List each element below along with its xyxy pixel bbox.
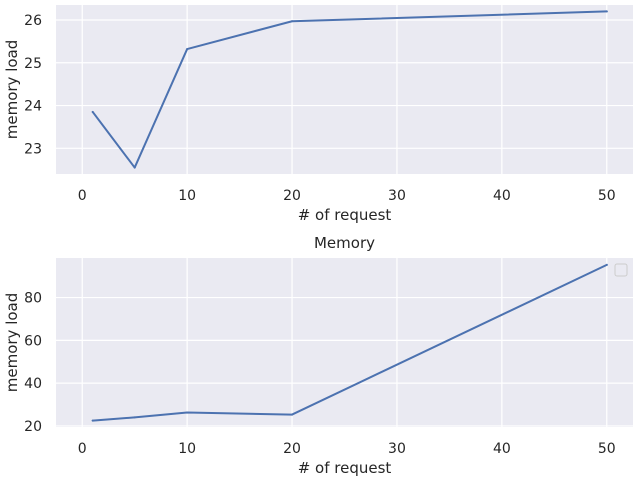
y-tick-label: 20 (24, 419, 42, 435)
y-axis-label: memory load (3, 40, 21, 140)
data-point (186, 411, 189, 414)
y-tick-label: 80 (24, 291, 42, 307)
y-tick-label: 24 (24, 99, 42, 115)
x-tick-label: 40 (493, 441, 511, 457)
data-point (91, 419, 94, 422)
data-point (291, 20, 294, 23)
chart-title: Memory (314, 234, 375, 252)
data-point (605, 10, 608, 13)
y-tick-label: 60 (24, 333, 42, 349)
legend-box (614, 263, 628, 277)
x-tick-label: 50 (598, 441, 616, 457)
data-point (186, 48, 189, 51)
data-point (91, 110, 94, 113)
x-tick-label: 10 (178, 188, 196, 204)
y-tick-label: 40 (24, 376, 42, 392)
y-axis-label: memory load (3, 293, 21, 393)
y-tick-label: 25 (24, 56, 42, 72)
chart-panel-1: 0 10 20 30 40 50 23 24 25 26 # of request memory lo… (3, 5, 633, 224)
x-axis-label: # of request (298, 459, 392, 477)
x-tick-label: 50 (598, 188, 616, 204)
x-tick-label: 40 (493, 188, 511, 204)
x-tick-label: 20 (283, 441, 301, 457)
data-point (605, 263, 608, 266)
x-tick-label: 0 (78, 188, 87, 204)
plot-background (56, 5, 633, 174)
x-tick-label: 30 (388, 188, 406, 204)
y-tick-label: 23 (24, 141, 42, 157)
y-tick-label: 26 (24, 13, 42, 29)
chart-panel-2: 0 10 20 30 40 50 20 40 60 80 # of request memory lo… (3, 234, 633, 477)
data-point (291, 413, 294, 416)
plot-background (56, 258, 633, 427)
data-point (133, 416, 136, 419)
x-tick-label: 20 (283, 188, 301, 204)
data-point (133, 166, 136, 169)
x-tick-label: 30 (388, 441, 406, 457)
x-tick-label: 10 (178, 441, 196, 457)
x-tick-label: 0 (78, 441, 87, 457)
x-axis-label: # of request (298, 206, 392, 224)
